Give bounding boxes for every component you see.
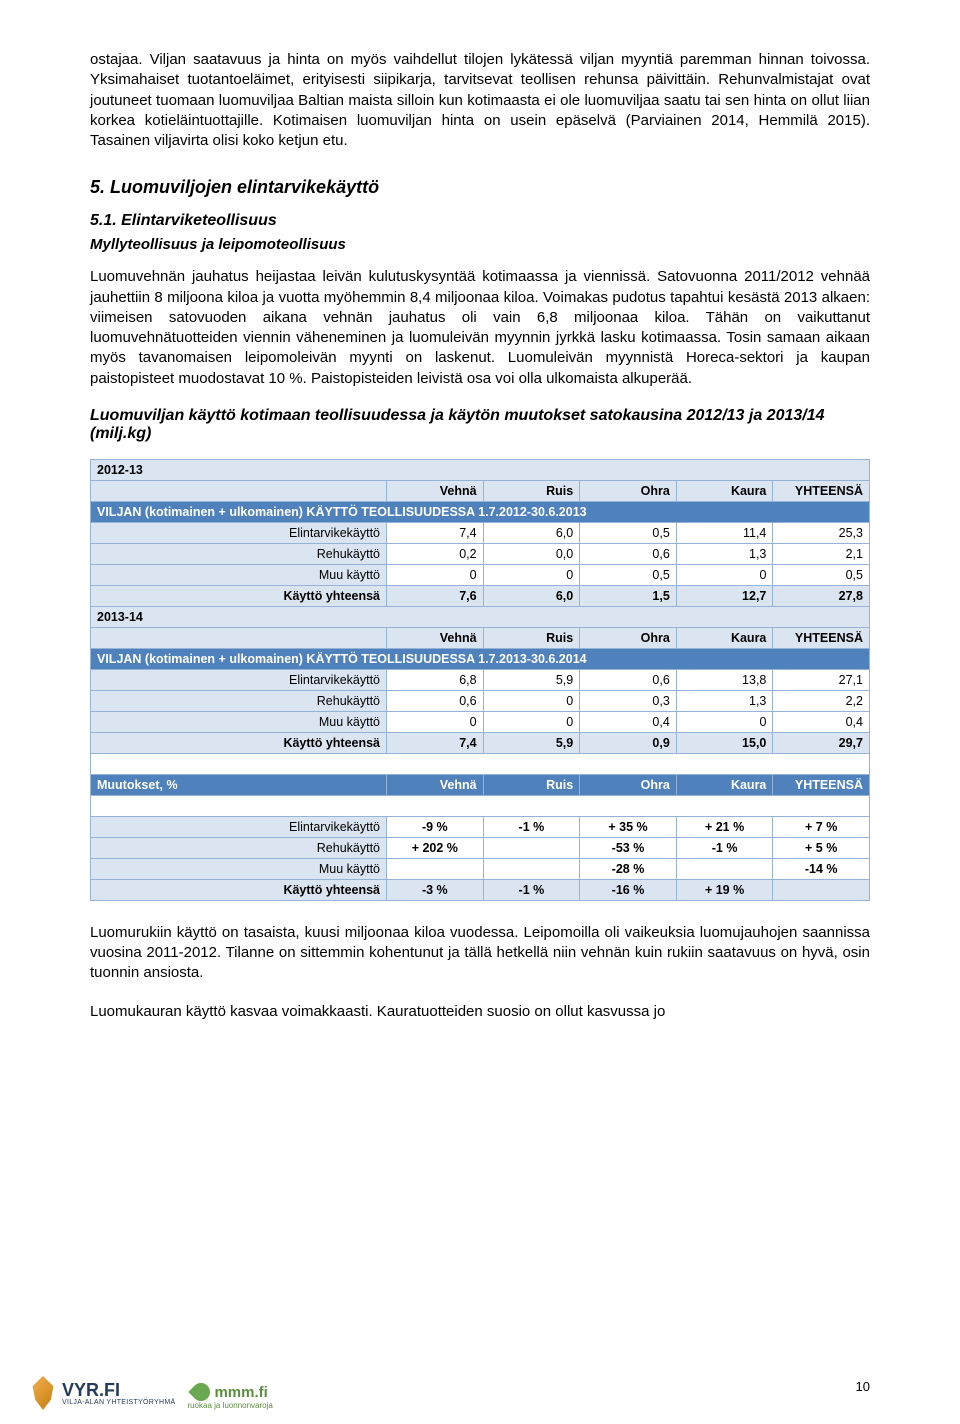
table-row: Rehukäyttö 0,600,31,32,2: [91, 690, 870, 711]
table-row: Muu käyttö 000,500,5: [91, 564, 870, 585]
table-row: Käyttö yhteensä 7,45,90,915,029,7: [91, 732, 870, 753]
table-row: VehnäRuisOhraKauraYHTEENSÄ: [91, 627, 870, 648]
table-row: [91, 753, 870, 774]
table-row: Rehukäyttö + 202 %-53 %-1 %+ 5 %: [91, 837, 870, 858]
table-row: [91, 795, 870, 816]
mmm-logo-subtext: ruokaa ja luonnonvaroja: [187, 1401, 272, 1410]
table-row: Käyttö yhteensä 7,66,01,512,727,8: [91, 585, 870, 606]
table-row: Muu käyttö 000,400,4: [91, 711, 870, 732]
heading-section-5: 5. Luomuviljojen elintarvikekäyttö: [90, 177, 870, 198]
table-row: Muutokset, % VehnäRuisOhraKauraYHTEENSÄ: [91, 774, 870, 795]
table-row: VehnäRuisOhraKauraYHTEENSÄ: [91, 480, 870, 501]
paragraph-4: Luomukauran käyttö kasvaa voimakkaasti. …: [90, 1002, 870, 1022]
table-row: Elintarvikekäyttö 6,85,90,613,827,1: [91, 669, 870, 690]
page: ostajaa. Viljan saatavuus ja hinta on my…: [0, 0, 960, 1424]
table-row: VILJAN (kotimainen + ulkomainen) KÄYTTÖ …: [91, 501, 870, 522]
table-row: 2013-14: [91, 606, 870, 627]
table-row: Rehukäyttö 0,20,00,61,32,1: [91, 543, 870, 564]
table-row: Elintarvikekäyttö 7,46,00,511,425,3: [91, 522, 870, 543]
wheat-icon: [30, 1376, 56, 1410]
subheading-mylly: Myllyteollisuus ja leipomoteollisuus: [90, 236, 870, 253]
table-title: Luomuviljan käyttö kotimaan teollisuudes…: [90, 407, 870, 443]
paragraph-3: Luomurukiin käyttö on tasaista, kuusi mi…: [90, 923, 870, 984]
vyr-logo-text: VYR.FI: [62, 1381, 175, 1399]
table-row: VILJAN (kotimainen + ulkomainen) KÄYTTÖ …: [91, 648, 870, 669]
vyr-logo-subtext: VILJA-ALAN YHTEISTYÖRYHMÄ: [62, 1399, 175, 1406]
table-row: 2012-13: [91, 459, 870, 480]
page-number: 10: [856, 1379, 870, 1394]
paragraph-1: ostajaa. Viljan saatavuus ja hinta on my…: [90, 50, 870, 151]
table-row: Elintarvikekäyttö -9 %-1 %+ 35 %+ 21 %+ …: [91, 816, 870, 837]
footer-logos: VYR.FI VILJA-ALAN YHTEISTYÖRYHMÄ mmm.fi …: [30, 1376, 273, 1410]
paragraph-2: Luomuvehnän jauhatus heijastaa leivän ku…: [90, 267, 870, 389]
mmm-logo: mmm.fi ruokaa ja luonnonvaroja: [187, 1383, 272, 1410]
usage-table: 2012-13 VehnäRuisOhraKauraYHTEENSÄ VILJA…: [90, 459, 870, 901]
heading-5-1: 5.1. Elintarviketeollisuus: [90, 212, 870, 230]
table-row: Muu käyttö -28 %-14 %: [91, 858, 870, 879]
table-row: Käyttö yhteensä -3 %-1 %-16 %+ 19 %: [91, 879, 870, 900]
mmm-logo-text: mmm.fi: [214, 1384, 267, 1401]
vyr-logo: VYR.FI VILJA-ALAN YHTEISTYÖRYHMÄ: [30, 1376, 175, 1410]
